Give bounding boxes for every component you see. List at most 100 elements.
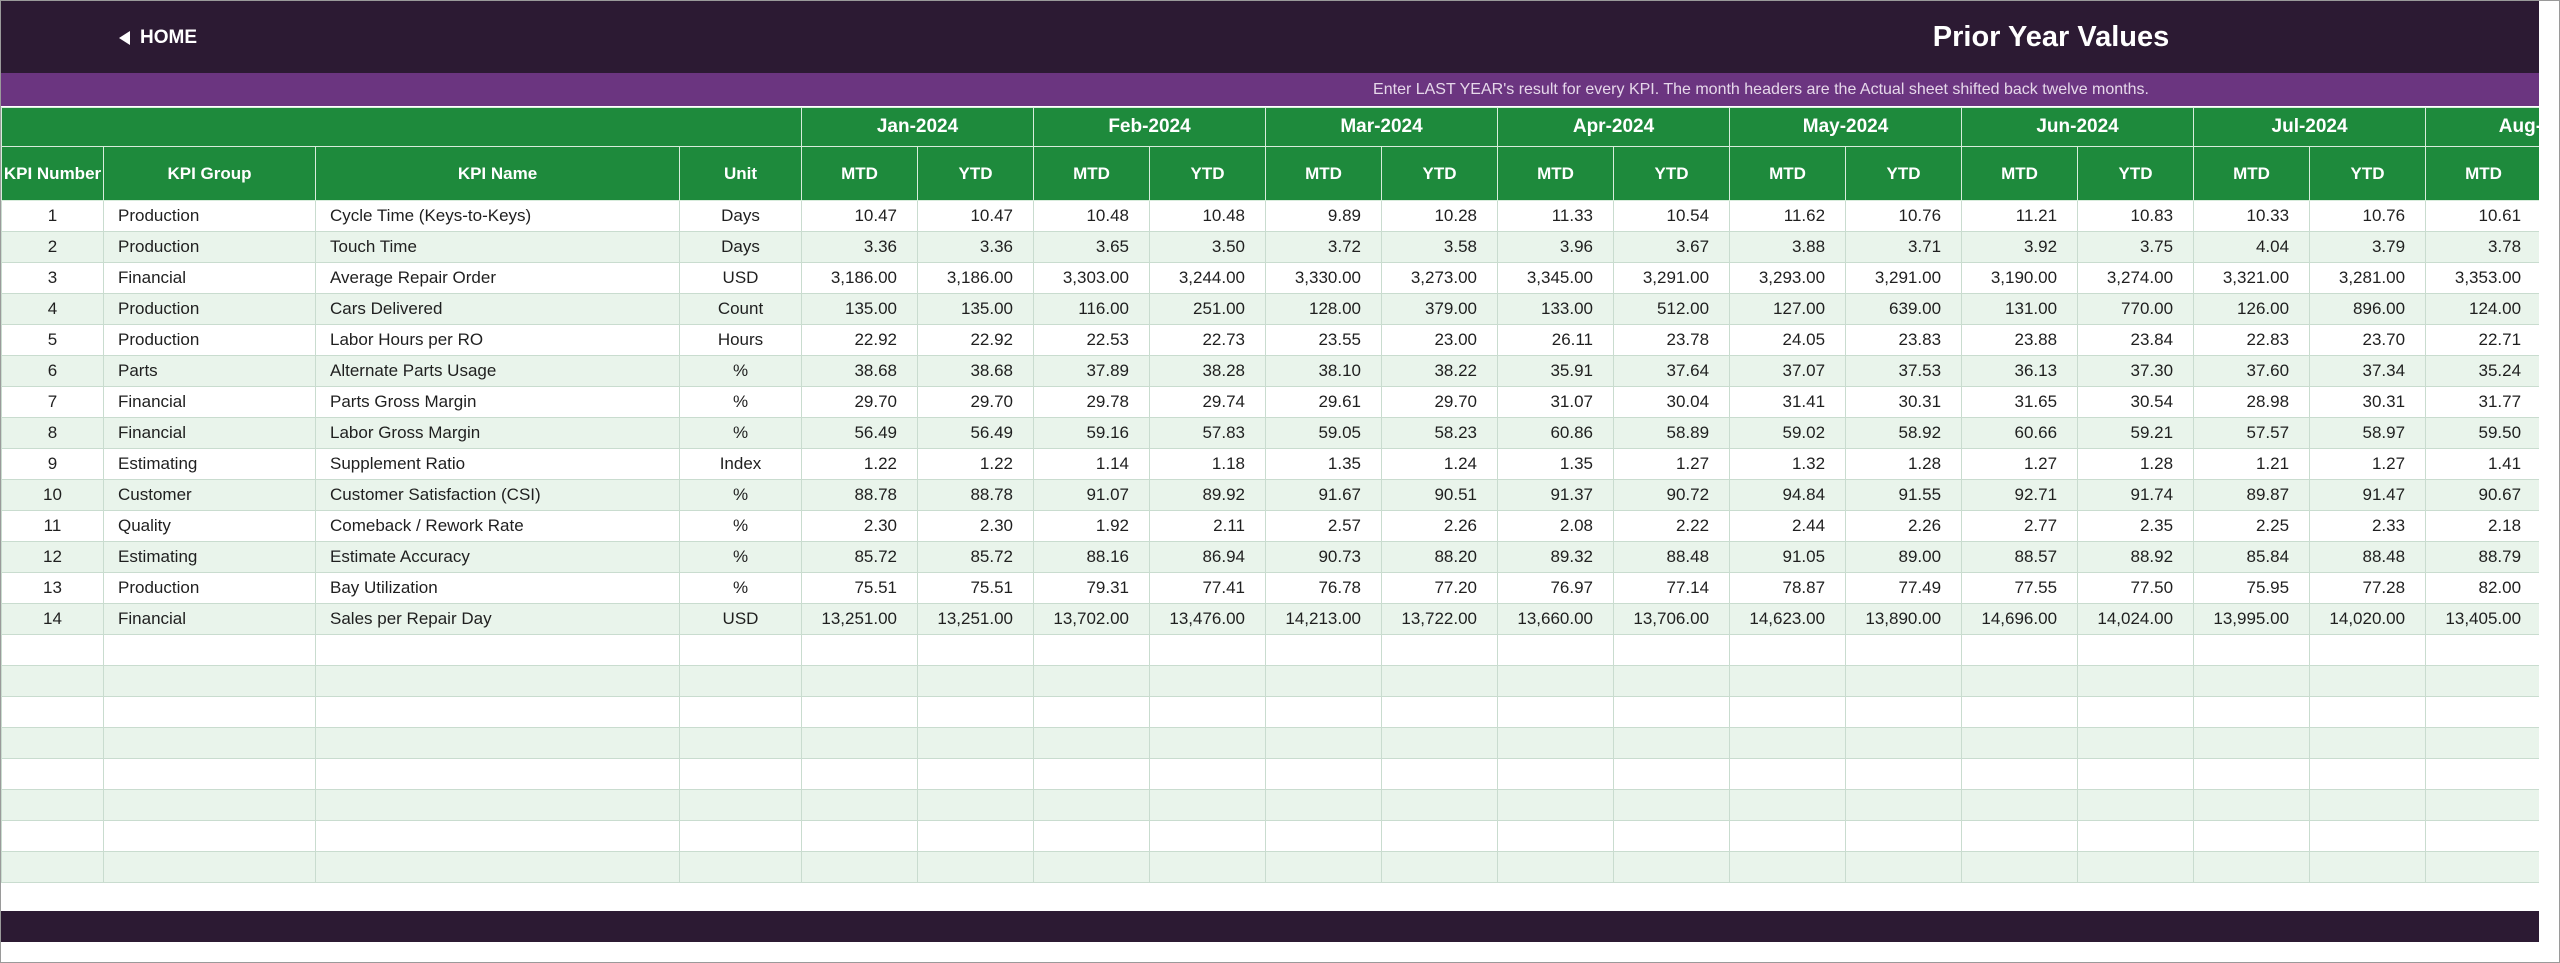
kpi-number-cell[interactable]: 14 (1, 603, 104, 635)
value-cell[interactable]: 29.70 (801, 386, 918, 418)
empty-cell[interactable] (1033, 851, 1150, 883)
value-cell[interactable]: 10.47 (917, 200, 1034, 232)
value-cell[interactable]: 3,303.00 (1033, 262, 1150, 294)
value-cell[interactable]: 30.54 (2077, 386, 2195, 418)
value-cell[interactable]: 57.83 (1149, 417, 1266, 449)
value-cell[interactable]: 3,321.00 (2193, 262, 2311, 294)
value-cell[interactable]: 3,186.00 (801, 262, 918, 294)
empty-cell[interactable] (315, 789, 680, 821)
empty-cell[interactable] (2425, 727, 2539, 759)
value-cell[interactable]: 58.23 (1380, 417, 1499, 449)
empty-cell[interactable] (679, 665, 802, 697)
value-cell[interactable]: 13,251.00 (801, 603, 918, 635)
empty-cell[interactable] (1265, 696, 1382, 728)
empty-cell[interactable] (2077, 665, 2195, 697)
empty-cell[interactable] (1729, 727, 1847, 759)
value-cell[interactable]: 2.35 (2077, 510, 2195, 542)
value-cell[interactable]: 14,623.00 (1729, 603, 1847, 635)
empty-cell[interactable] (1033, 727, 1150, 759)
unit-cell[interactable]: % (679, 572, 802, 604)
empty-cell[interactable] (2425, 696, 2539, 728)
value-cell[interactable]: 88.78 (801, 479, 918, 511)
empty-cell[interactable] (1380, 696, 1499, 728)
value-cell[interactable]: 29.74 (1149, 386, 1266, 418)
kpi-name-cell[interactable]: Touch Time (315, 231, 680, 263)
value-cell[interactable]: 90.51 (1380, 479, 1499, 511)
value-cell[interactable]: 135.00 (917, 293, 1034, 325)
value-cell[interactable]: 13,890.00 (1845, 603, 1963, 635)
empty-cell[interactable] (1, 758, 104, 790)
value-cell[interactable]: 31.41 (1729, 386, 1847, 418)
empty-cell[interactable] (1149, 820, 1266, 852)
value-cell[interactable]: 58.92 (1845, 417, 1963, 449)
empty-cell[interactable] (2193, 789, 2311, 821)
empty-cell[interactable] (1265, 789, 1382, 821)
kpi-name-cell[interactable]: Cycle Time (Keys-to-Keys) (315, 200, 680, 232)
value-cell[interactable]: 13,476.00 (1149, 603, 1266, 635)
value-cell[interactable]: 2.77 (1961, 510, 2079, 542)
empty-cell[interactable] (1961, 851, 2079, 883)
value-cell[interactable]: 4.04 (2193, 231, 2311, 263)
value-cell[interactable]: 88.78 (917, 479, 1034, 511)
value-cell[interactable]: 31.77 (2425, 386, 2539, 418)
kpi-number-cell[interactable]: 7 (1, 386, 104, 418)
value-cell[interactable]: 13,405.00 (2425, 603, 2539, 635)
value-cell[interactable]: 3.88 (1729, 231, 1847, 263)
empty-cell[interactable] (1497, 665, 1615, 697)
value-cell[interactable]: 86.94 (1149, 541, 1266, 573)
value-cell[interactable]: 1.22 (917, 448, 1034, 480)
kpi-group-cell[interactable]: Quality (103, 510, 316, 542)
kpi-number-cell[interactable]: 4 (1, 293, 104, 325)
value-cell[interactable]: 133.00 (1497, 293, 1615, 325)
empty-cell[interactable] (917, 727, 1034, 759)
value-cell[interactable]: 30.04 (1613, 386, 1731, 418)
empty-cell[interactable] (1729, 789, 1847, 821)
empty-cell[interactable] (103, 820, 316, 852)
empty-cell[interactable] (1729, 696, 1847, 728)
value-cell[interactable]: 59.21 (2077, 417, 2195, 449)
value-cell[interactable]: 3.36 (801, 231, 918, 263)
value-cell[interactable]: 14,696.00 (1961, 603, 2079, 635)
unit-cell[interactable]: % (679, 355, 802, 387)
value-cell[interactable]: 59.02 (1729, 417, 1847, 449)
value-cell[interactable]: 58.97 (2309, 417, 2427, 449)
empty-cell[interactable] (1, 665, 104, 697)
value-cell[interactable]: 23.78 (1613, 324, 1731, 356)
empty-cell[interactable] (1380, 851, 1499, 883)
value-cell[interactable]: 3.65 (1033, 231, 1150, 263)
empty-cell[interactable] (2077, 727, 2195, 759)
empty-cell[interactable] (2309, 634, 2427, 666)
kpi-number-cell[interactable]: 13 (1, 572, 104, 604)
empty-cell[interactable] (679, 789, 802, 821)
value-cell[interactable]: 14,024.00 (2077, 603, 2195, 635)
value-cell[interactable]: 22.83 (2193, 324, 2311, 356)
home-button[interactable]: HOME (119, 23, 197, 53)
value-cell[interactable]: 37.53 (1845, 355, 1963, 387)
value-cell[interactable]: 75.51 (917, 572, 1034, 604)
empty-cell[interactable] (1613, 789, 1731, 821)
value-cell[interactable]: 3.78 (2425, 231, 2539, 263)
value-cell[interactable]: 88.48 (1613, 541, 1731, 573)
empty-cell[interactable] (1497, 634, 1615, 666)
empty-cell[interactable] (917, 851, 1034, 883)
value-cell[interactable]: 3,291.00 (1613, 262, 1731, 294)
empty-cell[interactable] (2425, 634, 2539, 666)
value-cell[interactable]: 3.36 (917, 231, 1034, 263)
value-cell[interactable]: 77.41 (1149, 572, 1266, 604)
value-cell[interactable]: 3,274.00 (2077, 262, 2195, 294)
value-cell[interactable]: 3.79 (2309, 231, 2427, 263)
value-cell[interactable]: 2.18 (2425, 510, 2539, 542)
value-cell[interactable]: 2.30 (917, 510, 1034, 542)
empty-cell[interactable] (2077, 758, 2195, 790)
value-cell[interactable]: 1.28 (1845, 448, 1963, 480)
empty-cell[interactable] (1033, 758, 1150, 790)
value-cell[interactable]: 2.22 (1613, 510, 1731, 542)
value-cell[interactable]: 1.27 (1961, 448, 2079, 480)
empty-cell[interactable] (1845, 758, 1963, 790)
kpi-number-cell[interactable]: 11 (1, 510, 104, 542)
value-cell[interactable]: 88.57 (1961, 541, 2079, 573)
value-cell[interactable]: 2.25 (2193, 510, 2311, 542)
value-cell[interactable]: 82.00 (2425, 572, 2539, 604)
value-cell[interactable]: 10.48 (1033, 200, 1150, 232)
value-cell[interactable]: 89.00 (1845, 541, 1963, 573)
